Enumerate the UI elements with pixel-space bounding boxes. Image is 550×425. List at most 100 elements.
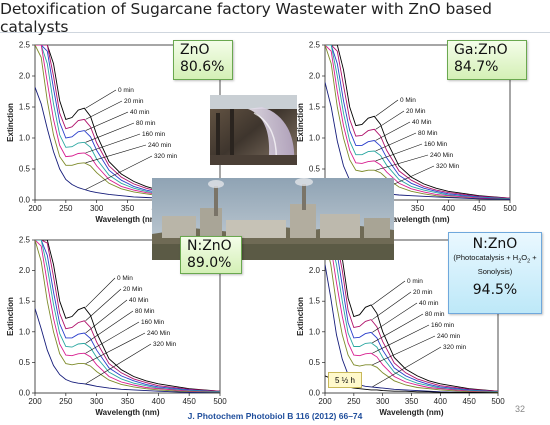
series-line [35,240,220,392]
y-tick-label: 1.5 [19,103,31,112]
y-tick-label: 2.5 [19,236,31,245]
series-line [35,45,220,199]
series-line [325,240,498,393]
series-arrow [85,288,122,322]
series-arrow [372,346,442,388]
series-label: 0 min [407,278,423,285]
series-arrow [375,110,405,130]
x-axis-title: Wavelength (nm) [95,408,159,417]
series-label: 240 Min [147,330,171,337]
x-tick-label: 300 [90,204,104,213]
x-tick-label: 450 [462,397,476,406]
series-arrow [85,133,141,154]
series-line [325,240,498,393]
series-line [35,45,220,198]
series-line [35,87,220,200]
series-label: 320 Min [153,341,177,348]
series-label: 80 Min [418,130,438,137]
series-arrow [85,310,134,344]
slide-title-text: Detoxification of Sugarcane factory Wast… [0,0,492,36]
series-line [35,45,220,200]
series-line [325,45,510,199]
series-label: 240 Min [430,152,454,159]
callout-hybrid-method: (Photocatalysis + H2O2 + Sonolysis) [453,253,537,276]
y-axis-title: Extinction [6,297,15,336]
x-axis-title: Wavelength (nm) [379,408,443,417]
y-tick-label: 0.5 [309,358,321,367]
series-label: 80 min [136,120,156,127]
y-tick-label: 2.0 [309,72,321,81]
time-label-badge: 5 ½ h [328,372,362,388]
series-arrow [85,144,147,164]
series-line [35,240,220,393]
series-arrow [375,99,399,117]
series-label: 20 Min [406,108,426,115]
y-tick-label: 1.5 [19,297,31,306]
x-axis-title: Wavelength (nm) [385,215,449,224]
x-tick-label: 500 [503,204,517,213]
series-arrow [372,280,406,306]
y-tick-label: 0.5 [19,358,31,367]
callout-hybrid-catalyst: N:ZnO [472,236,518,252]
x-tick-label: 450 [472,204,486,213]
series-label: 40 min [130,109,150,116]
series-label: 0 Min [117,275,133,282]
series-line [325,45,510,199]
factory-photo [152,178,394,260]
series-arrow [372,324,430,354]
series-arrow [375,132,417,152]
callout-zno-efficiency: 80.6% [180,59,225,75]
y-axis-title: Extinction [296,297,305,336]
callout-n-zno: N:ZnO 89.0% [180,236,242,274]
series-label: 160 min [142,131,166,138]
series-arrow [372,291,412,320]
x-tick-label: 200 [28,397,42,406]
citation: J. Photochem Photobiol B 116 (2012) 66–7… [187,411,363,421]
x-tick-label: 200 [318,397,332,406]
series-label: 0 Min [400,97,416,104]
y-axis-title: Extinction [296,103,305,142]
x-tick-label: 450 [182,397,196,406]
x-tick-label: 500 [491,397,505,406]
callout-zno-catalyst: ZnO [180,42,210,58]
slide-title: Detoxification of Sugarcane factory Wast… [0,0,550,36]
series-arrow [85,332,146,364]
y-tick-label: 1.0 [309,134,321,143]
series-label: 320 min [443,344,467,351]
x-tick-label: 350 [121,204,135,213]
series-line [325,264,498,393]
series-line [325,45,510,200]
x-tick-label: 350 [121,397,135,406]
series-arrow [375,154,429,171]
callout-ga-zno-efficiency: 84.7% [454,59,499,75]
series-label: 320 Min [436,163,460,170]
series-label: 160 Min [141,319,165,326]
callout-n-zno-hybrid: N:ZnO (Photocatalysis + H2O2 + Sonolysis… [448,232,542,314]
series-label: 20 min [124,98,144,105]
x-tick-label: 500 [213,397,227,406]
y-tick-label: 2.0 [309,266,321,275]
series-line [35,240,220,393]
series-arrow [85,321,140,354]
series-line [35,240,220,392]
series-arrow [85,100,123,120]
callout-zno: ZnO 80.6% [173,40,233,80]
series-label: 80 min [425,311,445,318]
y-tick-label: 0.0 [19,196,31,205]
y-tick-label: 2.0 [19,72,31,81]
y-tick-label: 0.0 [309,389,321,398]
callout-n-zno-efficiency: 89.0% [187,255,232,271]
x-tick-label: 400 [152,397,166,406]
y-tick-label: 0.0 [19,389,31,398]
series-arrow [85,343,152,385]
callout-hybrid-efficiency: 94.5% [472,281,518,298]
effluent-photo [210,95,297,165]
x-tick-label: 350 [405,397,419,406]
series-line [35,45,220,200]
series-label: 20 min [413,289,433,296]
y-tick-label: 0.5 [309,165,321,174]
x-tick-label: 400 [434,397,448,406]
x-tick-label: 300 [376,397,390,406]
